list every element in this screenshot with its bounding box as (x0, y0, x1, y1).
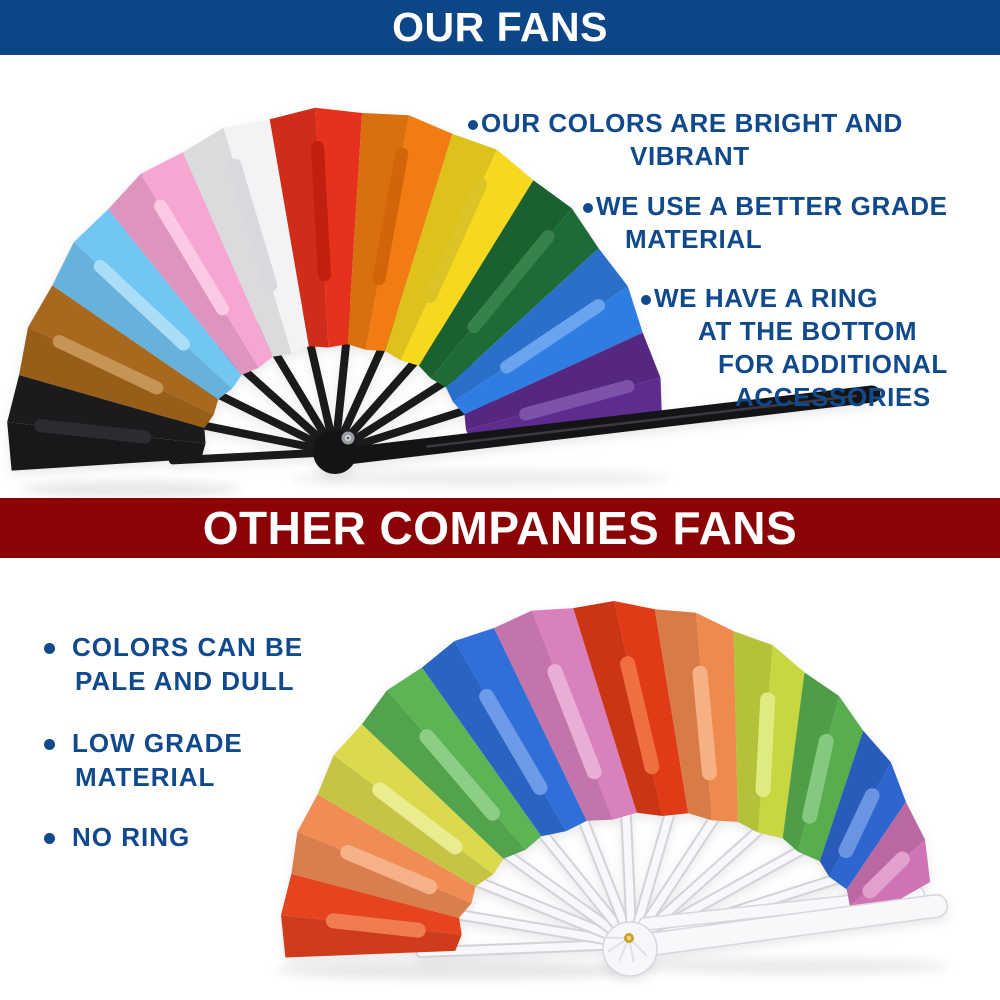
bullet-bright-vibrant: OUR COLORS ARE BRIGHT AND VIBRANT (468, 107, 903, 173)
bullet-dot-icon (44, 833, 55, 844)
bullet-ring-accessories: WE HAVE A RING AT THE BOTTOM FOR ADDITIO… (641, 282, 948, 414)
bullet-no-ring: NO RING (44, 820, 190, 854)
other-companies-header: OTHER COMPANIES FANS (0, 498, 1000, 558)
bullet-line: ACCESSORIES (735, 382, 931, 412)
bullet-line: MATERIAL (625, 224, 763, 254)
bullet-line: AT THE BOTTOM (698, 316, 918, 346)
bullet-dot-icon (641, 295, 651, 305)
bullet-line: WE HAVE A RING (641, 282, 948, 315)
other-companies-header-label: OTHER COMPANIES FANS (202, 502, 798, 554)
our-fans-header-label: OUR FANS (392, 4, 608, 50)
bullet-line: WE USE A BETTER GRADE (583, 190, 948, 223)
bullet-dot-icon (44, 643, 55, 654)
bullet-line: FOR ADDITIONAL (718, 349, 948, 379)
bullet-line: OUR COLORS ARE BRIGHT AND (468, 107, 903, 140)
bullet-dot-icon (468, 120, 478, 130)
other-fan-photo (275, 601, 950, 979)
bullet-line: LOW GRADE (44, 726, 243, 760)
bullet-line: MATERIAL (75, 762, 216, 792)
bullet-pale-dull: COLORS CAN BE PALE AND DULL (44, 630, 303, 698)
bullet-line: PALE AND DULL (75, 666, 295, 696)
bullet-low-grade: LOW GRADE MATERIAL (44, 726, 243, 794)
bullet-line: VIBRANT (630, 141, 750, 171)
our-fans-header: OUR FANS (0, 0, 1000, 55)
bullet-better-grade: WE USE A BETTER GRADE MATERIAL (583, 190, 948, 256)
bullet-line: COLORS CAN BE (44, 630, 303, 664)
bullet-dot-icon (44, 739, 55, 750)
our-fan-photo (7, 107, 881, 497)
bullet-dot-icon (583, 203, 593, 213)
bullet-line: NO RING (44, 820, 190, 854)
